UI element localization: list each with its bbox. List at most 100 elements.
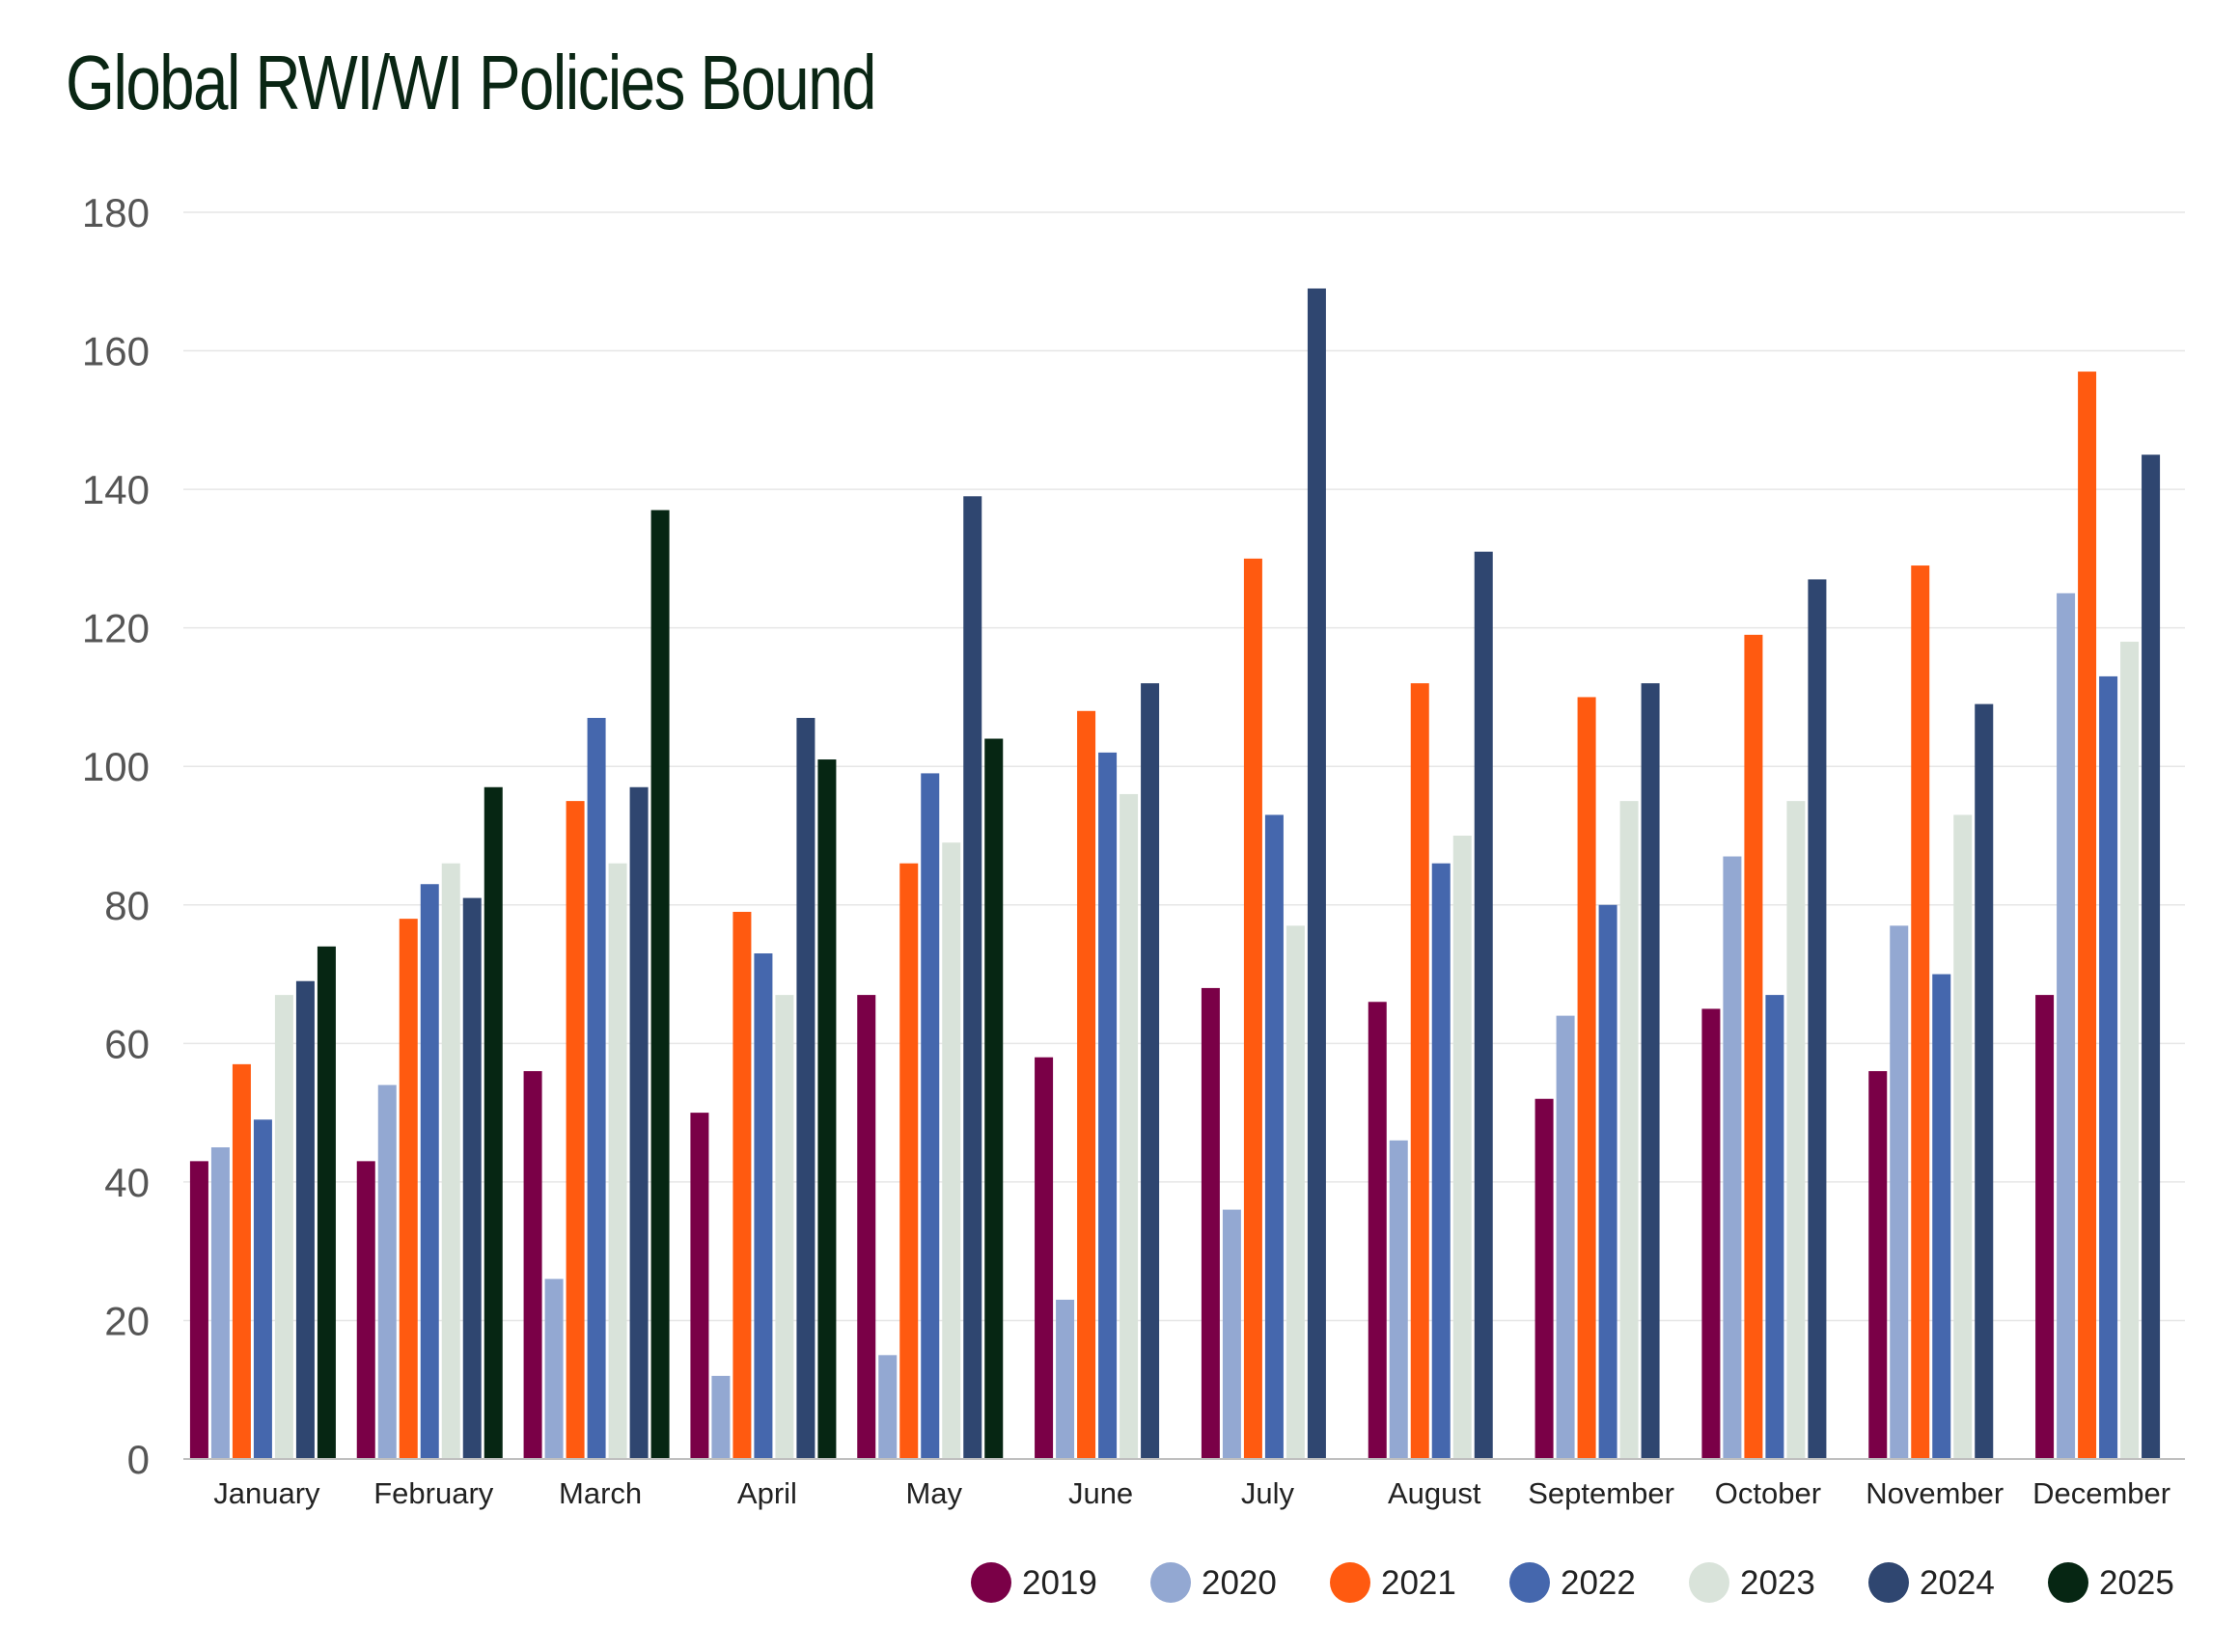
- bar-february-2022: [420, 884, 439, 1459]
- bar-january-2021: [232, 1063, 251, 1459]
- bar-may-2022: [921, 773, 940, 1459]
- bar-may-2024: [963, 496, 982, 1459]
- x-axis: January February March April May June July Augu…: [213, 1476, 2170, 1510]
- bar-january-2022: [253, 1119, 272, 1459]
- bar-april-2020: [711, 1375, 731, 1459]
- bar-april-2025: [817, 759, 837, 1459]
- bar-august-2020: [1389, 1140, 1408, 1459]
- bar-september-2022: [1598, 904, 1617, 1459]
- y-tick-label: 100: [82, 744, 150, 789]
- bar-june-2021: [1077, 710, 1096, 1459]
- bar-january-2025: [317, 946, 336, 1459]
- x-tick-label: April: [737, 1476, 797, 1510]
- y-tick-label: 40: [104, 1160, 150, 1205]
- x-tick-label: January: [213, 1476, 320, 1510]
- bar-august-2023: [1452, 836, 1472, 1459]
- x-tick-label: August: [1388, 1476, 1481, 1510]
- bar-july-2019: [1201, 987, 1220, 1459]
- bar-december-2023: [2120, 642, 2140, 1459]
- y-tick-label: 180: [82, 190, 150, 235]
- bar-july-2023: [1285, 925, 1305, 1459]
- y-axis: 0 20 40 60 80 100 120 140 160 180: [82, 190, 150, 1482]
- x-tick-label: February: [373, 1476, 494, 1510]
- legend-swatch-2020: [1150, 1562, 1191, 1603]
- y-tick-label: 160: [82, 329, 150, 374]
- x-tick-label: June: [1068, 1476, 1133, 1510]
- bar-september-2019: [1534, 1098, 1554, 1459]
- bar-april-2021: [733, 911, 752, 1459]
- bar-october-2023: [1786, 801, 1806, 1459]
- gridlines: [183, 211, 2185, 1322]
- bar-october-2024: [1808, 579, 1827, 1459]
- bar-february-2020: [377, 1085, 397, 1459]
- y-tick-label: 20: [104, 1298, 150, 1343]
- legend-label-2024: 2024: [1920, 1564, 1995, 1602]
- legend-swatch-2023: [1689, 1562, 1729, 1603]
- bar-april-2022: [754, 953, 773, 1459]
- bar-march-2023: [608, 863, 627, 1459]
- bar-december-2022: [2099, 675, 2118, 1459]
- bar-june-2023: [1120, 793, 1139, 1459]
- bar-may-2023: [942, 842, 961, 1459]
- legend-label-2021: 2021: [1381, 1564, 1456, 1602]
- bar-january-2023: [274, 995, 293, 1459]
- bar-march-2025: [650, 509, 670, 1459]
- x-tick-label: March: [559, 1476, 642, 1510]
- bar-november-2019: [1868, 1071, 1888, 1459]
- bar-february-2021: [399, 919, 418, 1459]
- bar-may-2020: [878, 1355, 898, 1459]
- bar-february-2023: [441, 863, 460, 1459]
- legend-label-2020: 2020: [1202, 1564, 1277, 1602]
- legend: 2019 2020 2021 2022 2023 2024 2025: [971, 1562, 2174, 1603]
- bar-july-2022: [1264, 814, 1284, 1459]
- bar-may-2019: [857, 995, 876, 1459]
- bar-june-2024: [1141, 683, 1160, 1459]
- bar-january-2020: [210, 1147, 230, 1459]
- bar-december-2021: [2078, 372, 2097, 1460]
- x-tick-label: November: [1866, 1476, 2004, 1510]
- bar-september-2020: [1556, 1015, 1575, 1459]
- bar-september-2021: [1577, 697, 1596, 1459]
- bar-june-2019: [1035, 1057, 1054, 1459]
- bar-august-2022: [1431, 863, 1451, 1459]
- bar-may-2021: [899, 863, 919, 1459]
- bar-february-2025: [484, 786, 503, 1459]
- bar-october-2022: [1765, 995, 1784, 1459]
- y-tick-label: 60: [104, 1021, 150, 1066]
- bar-august-2021: [1410, 683, 1429, 1459]
- x-tick-label: December: [2032, 1476, 2170, 1510]
- y-tick-label: 80: [104, 883, 150, 928]
- bar-december-2024: [2142, 454, 2161, 1460]
- bar-december-2019: [2035, 995, 2055, 1459]
- bar-november-2023: [1953, 814, 1973, 1459]
- bar-december-2020: [2057, 592, 2076, 1459]
- bar-january-2024: [295, 980, 315, 1459]
- bar-july-2024: [1307, 288, 1326, 1459]
- bar-january-2019: [189, 1161, 208, 1459]
- legend-swatch-2019: [971, 1562, 1011, 1603]
- x-tick-label: October: [1715, 1476, 1821, 1510]
- bar-august-2019: [1368, 1002, 1387, 1459]
- bar-february-2024: [462, 897, 482, 1459]
- legend-label-2023: 2023: [1740, 1564, 1815, 1602]
- bar-november-2024: [1975, 703, 1994, 1459]
- bar-october-2019: [1701, 1008, 1721, 1459]
- bar-july-2020: [1222, 1209, 1241, 1459]
- x-tick-label: May: [905, 1476, 962, 1510]
- legend-swatch-2021: [1330, 1562, 1370, 1603]
- legend-swatch-2024: [1868, 1562, 1909, 1603]
- y-tick-label: 0: [127, 1437, 150, 1482]
- bar-march-2022: [587, 717, 606, 1459]
- legend-swatch-2025: [2048, 1562, 2088, 1603]
- bar-march-2021: [566, 801, 585, 1459]
- bar-april-2019: [690, 1113, 709, 1459]
- bar-november-2022: [1932, 974, 1951, 1459]
- bar-march-2024: [629, 786, 649, 1459]
- bar-november-2020: [1890, 925, 1909, 1459]
- chart-title: Global RWI/WI Policies Bound: [66, 40, 876, 125]
- bar-march-2019: [523, 1071, 542, 1459]
- bar-october-2021: [1744, 634, 1763, 1459]
- bar-april-2024: [796, 717, 815, 1459]
- bar-september-2023: [1619, 801, 1639, 1459]
